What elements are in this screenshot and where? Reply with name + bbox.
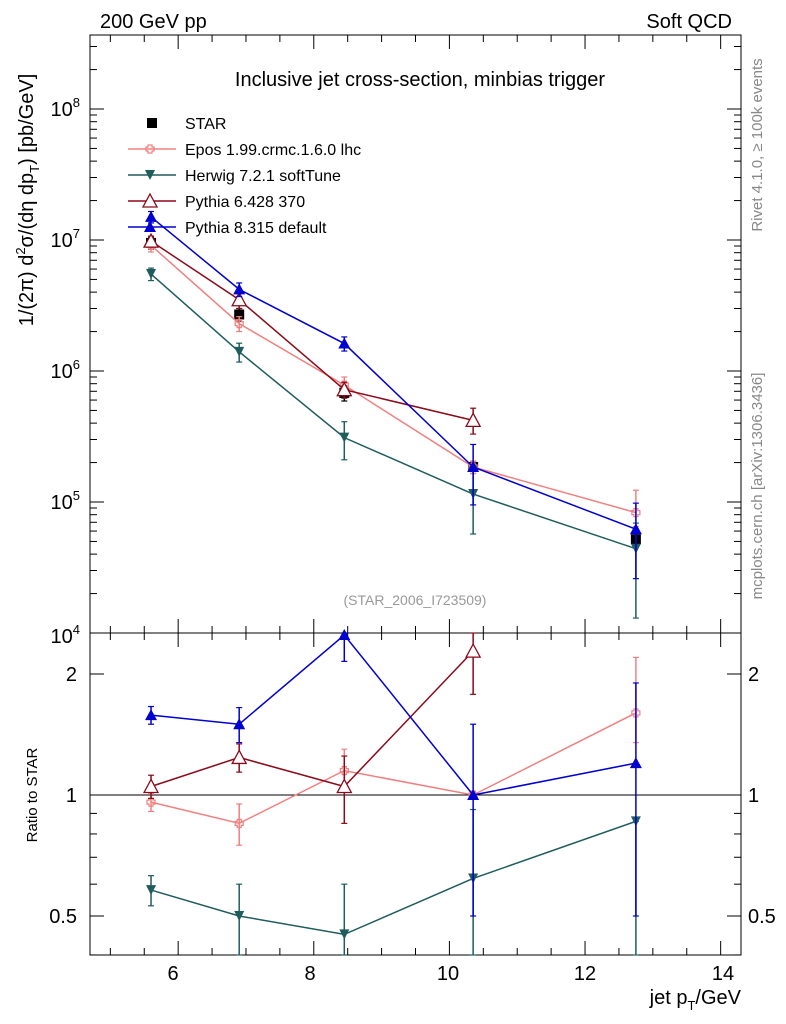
data-point-pythia-8-315-default xyxy=(629,523,642,535)
data-point-epos-1-99-crmc-1-6-0-lhc xyxy=(631,708,641,718)
data-point-epos-1-99-crmc-1-6-0-lhc xyxy=(146,797,156,807)
data-point-epos-1-99-crmc-1-6-0-lhc xyxy=(234,319,244,329)
ratio-y-tick-label-1: 1 xyxy=(66,785,77,807)
main-axis-ticks xyxy=(90,35,741,634)
legend-marker-herwig xyxy=(145,170,155,180)
main-data-marks xyxy=(142,210,642,619)
data-point-pythia-8-315-default xyxy=(145,210,158,222)
data-point-pythia-8-315-default xyxy=(467,789,480,800)
data-point-herwig-7-2-1-softtune xyxy=(146,885,157,896)
data-point-epos-1-99-crmc-1-6-0-lhc xyxy=(234,818,244,828)
ratio-y-axis-label: Ratio to STAR xyxy=(24,747,41,842)
legend-label-epos: Epos 1.99.crmc.1.6.0 lhc xyxy=(185,142,361,159)
legend-marker-epos xyxy=(145,144,155,154)
ratio-axis-ticks xyxy=(90,633,741,956)
mcplots-credit-label: mcplots.cern.ch [arXiv:1306.3436] xyxy=(749,373,766,600)
analysis-id-label: (STAR_2006_I723509) xyxy=(344,592,487,608)
data-point-herwig-7-2-1-softtune xyxy=(339,929,350,940)
data-point-herwig-7-2-1-softtune xyxy=(234,911,245,921)
x-tick-label-8: 8 xyxy=(304,963,315,985)
data-point-pythia-8-315-default xyxy=(338,337,351,349)
x-tick-label-12: 12 xyxy=(574,963,596,985)
energy-label: 200 GeV pp xyxy=(100,11,207,33)
series-line-pythia-6-428-370 xyxy=(150,650,474,788)
data-point-pythia-8-315-default xyxy=(233,718,246,730)
data-point-pythia-6-428-370 xyxy=(465,411,482,428)
data-point-herwig-7-2-1-softtune xyxy=(234,346,245,357)
x-tick-labels: 6 8 10 12 14 xyxy=(167,963,734,985)
legend-label-pythia8: Pythia 8.315 default xyxy=(185,220,327,237)
legend-label-herwig: Herwig 7.2.1 softTune xyxy=(185,168,341,185)
ratio-y-tick-label-2-right: 2 xyxy=(748,664,759,686)
ratio-y-tick-labels: 2 1 0.5 2 1 0.5 xyxy=(49,664,776,928)
data-point-pythia-6-428-370 xyxy=(231,291,248,307)
data-point-pythia-8-315-default xyxy=(467,461,480,473)
legend-marker-pythia8 xyxy=(144,221,156,232)
ratio-y-tick-label-0.5: 0.5 xyxy=(49,906,77,928)
ratio-y-tick-label-2: 2 xyxy=(66,664,77,686)
legend-label-star: STAR xyxy=(185,116,226,133)
main-y-axis-label: 1/(2π) d2σ/(dη dpT) [pb/GeV] xyxy=(13,74,42,327)
data-point-pythia-6-428-370 xyxy=(142,778,160,794)
data-point-pythia-6-428-370 xyxy=(465,642,482,658)
rivet-version-label: Rivet 4.1.0, ≥ 100k events xyxy=(749,58,766,231)
data-point-pythia-6-428-370 xyxy=(336,381,353,397)
ratio-y-tick-label-1-right: 1 xyxy=(748,785,759,807)
process-label: Soft QCD xyxy=(646,11,732,33)
legend: STAR Epos 1.99.crmc.1.6.0 lhc Herwig 7.2… xyxy=(128,116,361,237)
data-point-epos-1-99-crmc-1-6-0-lhc xyxy=(339,766,349,776)
data-point-pythia-6-428-370 xyxy=(142,232,160,248)
ratio-data-marks xyxy=(142,629,642,956)
ratio-y-tick-label-0.5-right: 0.5 xyxy=(748,906,776,928)
legend-marker-star xyxy=(147,118,157,128)
data-point-pythia-8-315-default xyxy=(233,283,246,295)
data-point-pythia-8-315-default xyxy=(145,709,158,721)
x-tick-label-14: 14 xyxy=(712,963,734,985)
plot-title: Inclusive jet cross-section, minbias tri… xyxy=(235,69,605,91)
data-point-herwig-7-2-1-softtune xyxy=(146,269,157,280)
data-point-epos-1-99-crmc-1-6-0-lhc xyxy=(631,508,641,518)
x-tick-label-6: 6 xyxy=(167,963,178,985)
data-point-herwig-7-2-1-softtune xyxy=(339,432,350,443)
data-point-pythia-6-428-370 xyxy=(231,749,248,765)
data-point-pythia-6-428-370 xyxy=(336,778,353,794)
legend-marker-pythia6 xyxy=(141,192,159,208)
data-point-star xyxy=(234,309,245,320)
x-axis-label: jet pT/GeV xyxy=(649,987,742,1013)
data-point-pythia-8-315-default xyxy=(629,757,642,769)
legend-label-pythia6: Pythia 6.428 370 xyxy=(185,194,305,211)
x-tick-label-10: 10 xyxy=(437,963,459,985)
data-point-pythia-8-315-default xyxy=(338,629,351,641)
